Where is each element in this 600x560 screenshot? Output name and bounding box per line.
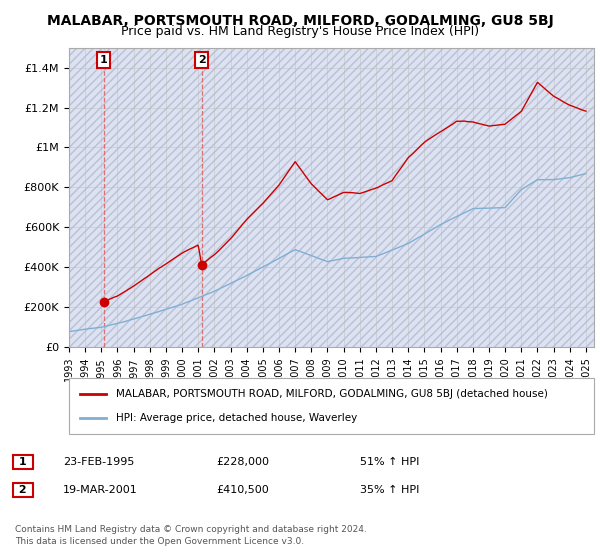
Text: 1: 1 xyxy=(100,55,107,65)
Text: 2: 2 xyxy=(15,485,31,495)
Text: 23-FEB-1995: 23-FEB-1995 xyxy=(63,457,134,467)
Text: 35% ↑ HPI: 35% ↑ HPI xyxy=(360,485,419,495)
Text: £228,000: £228,000 xyxy=(216,457,269,467)
Text: Price paid vs. HM Land Registry's House Price Index (HPI): Price paid vs. HM Land Registry's House … xyxy=(121,25,479,38)
Text: Contains HM Land Registry data © Crown copyright and database right 2024.
This d: Contains HM Land Registry data © Crown c… xyxy=(15,525,367,546)
Text: 2: 2 xyxy=(198,55,205,65)
Text: MALABAR, PORTSMOUTH ROAD, MILFORD, GODALMING, GU8 5BJ (detached house): MALABAR, PORTSMOUTH ROAD, MILFORD, GODAL… xyxy=(116,389,548,399)
Text: HPI: Average price, detached house, Waverley: HPI: Average price, detached house, Wave… xyxy=(116,413,358,423)
Text: 1: 1 xyxy=(15,457,31,467)
Text: £410,500: £410,500 xyxy=(216,485,269,495)
Text: MALABAR, PORTSMOUTH ROAD, MILFORD, GODALMING, GU8 5BJ: MALABAR, PORTSMOUTH ROAD, MILFORD, GODAL… xyxy=(47,14,553,28)
FancyBboxPatch shape xyxy=(69,378,594,434)
Text: 19-MAR-2001: 19-MAR-2001 xyxy=(63,485,138,495)
Text: 51% ↑ HPI: 51% ↑ HPI xyxy=(360,457,419,467)
